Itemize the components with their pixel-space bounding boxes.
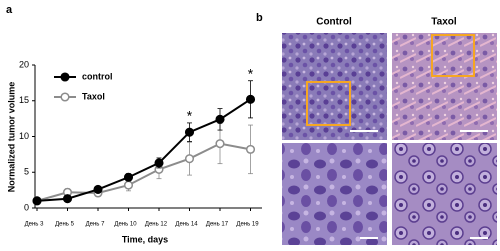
marker bbox=[93, 184, 103, 194]
micrograph bbox=[282, 33, 387, 140]
marker bbox=[62, 194, 73, 204]
legend-label: Taxol bbox=[82, 91, 105, 101]
x-axis-title: Time, days bbox=[122, 234, 168, 244]
y-tick-label: 0 bbox=[24, 202, 29, 212]
marker bbox=[123, 180, 134, 190]
legend-marker bbox=[60, 72, 70, 82]
x-tick-label: День 19 bbox=[236, 222, 259, 228]
micrograph bbox=[392, 33, 497, 140]
x-tick-label: День 5 bbox=[55, 222, 75, 228]
marker bbox=[215, 139, 225, 149]
y-axis-title: Normalized tumor volume bbox=[6, 82, 16, 193]
x-tick-label: День 10 bbox=[114, 222, 137, 228]
x-tick-label: День 14 bbox=[175, 222, 198, 228]
annotation: * bbox=[248, 65, 254, 81]
y-tick-label: 10 bbox=[19, 131, 29, 141]
marker bbox=[245, 144, 256, 154]
y-tick-label: 5 bbox=[24, 167, 29, 177]
y-tick-label: 15 bbox=[19, 95, 29, 105]
marker bbox=[184, 127, 195, 137]
marker bbox=[245, 94, 256, 104]
panel-label: a bbox=[6, 4, 13, 16]
zoom-box bbox=[431, 34, 475, 77]
x-tick-label: День 7 bbox=[86, 222, 106, 228]
x-tick-label: День 17 bbox=[206, 222, 229, 228]
micrograph bbox=[282, 143, 387, 245]
micrographs bbox=[282, 33, 497, 245]
marker bbox=[184, 154, 195, 164]
y-tick-label: 20 bbox=[19, 59, 29, 69]
panel-label: b bbox=[256, 12, 263, 24]
column-label: Taxol bbox=[431, 17, 457, 28]
legend-label: control bbox=[82, 71, 113, 81]
marker bbox=[215, 114, 225, 124]
annotation: * bbox=[187, 108, 193, 124]
marker bbox=[123, 172, 134, 182]
series-line bbox=[36, 98, 252, 202]
column-label: Control bbox=[316, 17, 352, 28]
marker bbox=[32, 196, 42, 206]
series-line bbox=[36, 142, 251, 202]
legend-marker bbox=[60, 92, 70, 102]
x-tick-label: День 12 bbox=[145, 222, 168, 228]
zoom-box bbox=[306, 81, 351, 126]
marker bbox=[154, 158, 164, 168]
micrograph bbox=[392, 143, 497, 245]
x-tick-label: День 3 bbox=[25, 222, 45, 228]
